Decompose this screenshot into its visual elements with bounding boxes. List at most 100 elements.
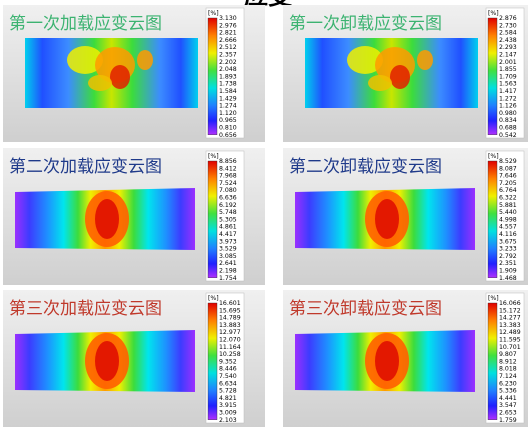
colorbar-label: 6.634 (219, 380, 237, 387)
colorbar-label: 2.001 (499, 59, 517, 66)
colorbar-label: 1.584 (219, 88, 237, 95)
colorbar-label: 14.277 (499, 315, 521, 322)
colorbar-label: 4.441 (499, 395, 517, 402)
colorbar-label: 4.417 (219, 231, 237, 238)
colorbar-label: 1.429 (219, 95, 237, 102)
contour-blob (375, 341, 399, 381)
colorbar-label: 8.529 (499, 158, 517, 165)
contour-blob (390, 65, 410, 89)
colorbar-label: 0.656 (219, 132, 237, 139)
colorbar (487, 17, 498, 136)
colorbar-label: 11.595 (499, 337, 521, 344)
colorbar-label: 6.764 (499, 187, 517, 194)
colorbar-label: 2.641 (219, 260, 237, 267)
colorbar-label: 5.748 (219, 209, 237, 216)
colorbar-label: 2.584 (499, 30, 517, 37)
colorbar-label: 8.912 (499, 358, 517, 365)
panel-title: 第一次加载应变云图 (9, 14, 162, 34)
contour-blob (67, 46, 103, 74)
colorbar-label: 1.709 (499, 73, 517, 80)
colorbar-label: 0.810 (219, 125, 237, 132)
colorbar-unit: [%] (488, 153, 499, 160)
colorbar-label: 4.557 (499, 224, 517, 231)
colorbar-label: 5.440 (499, 209, 517, 216)
colorbar-label: 6.230 (499, 380, 517, 387)
contour-blob (375, 199, 399, 239)
colorbar-label: 2.048 (219, 66, 237, 73)
colorbar-label: 0.965 (219, 117, 237, 124)
colorbar-label: 15.695 (219, 307, 241, 314)
contour-blob (417, 50, 433, 70)
panel-title: 第一次卸载应变云图 (289, 14, 442, 34)
colorbar-label: 7.646 (499, 173, 517, 180)
colorbar-label: 3.529 (219, 246, 237, 253)
colorbar-label: 1.893 (219, 73, 237, 80)
panel-title: 第三次卸载应变云图 (289, 299, 442, 319)
colorbar (207, 302, 218, 421)
colorbar-label: 2.666 (219, 37, 237, 44)
contour-blob (110, 65, 130, 89)
colorbar-label: 4.116 (499, 231, 517, 238)
colorbar-label: 2.876 (499, 15, 517, 22)
colorbar-label: 2.103 (219, 417, 237, 424)
colorbar-label: 4.821 (219, 395, 237, 402)
colorbar-label: 3.233 (499, 246, 517, 253)
colorbar-label: 1.417 (499, 88, 517, 95)
colorbar-label: 3.547 (499, 402, 517, 409)
colorbar-label: 7.968 (219, 173, 237, 180)
colorbar-label: 6.322 (499, 195, 517, 202)
contour-blob (368, 75, 392, 91)
colorbar-label: 3.130 (219, 15, 237, 22)
colorbar-label: 8.446 (219, 366, 237, 373)
colorbar-label: 4.861 (219, 224, 237, 231)
colorbar-label: 0.980 (499, 110, 517, 117)
colorbar-label: 12.977 (219, 329, 241, 336)
colorbar-unit: [%] (208, 295, 219, 302)
colorbar-label: 6.192 (219, 202, 237, 209)
colorbar-label: 15.172 (499, 307, 521, 314)
colorbar-label: 1.272 (499, 95, 517, 102)
colorbar-label: 1.909 (499, 268, 517, 275)
colorbar-label: 4.998 (499, 216, 517, 223)
colorbar-label: 3.973 (219, 238, 237, 245)
contour-blob (137, 50, 153, 70)
colorbar-label: 1.754 (219, 275, 237, 282)
colorbar-label: 0.834 (499, 117, 517, 124)
colorbar (487, 302, 498, 421)
colorbar-label: 2.792 (499, 253, 517, 260)
colorbar-label: 8.087 (499, 165, 517, 172)
colorbar-label: 6.636 (219, 195, 237, 202)
colorbar-label: 3.915 (219, 402, 237, 409)
colorbar-label: 2.821 (219, 30, 237, 37)
colorbar-label: 3.675 (499, 238, 517, 245)
colorbar-label: 1.738 (219, 81, 237, 88)
colorbar-label: 2.438 (499, 37, 517, 44)
contour-blob (95, 341, 119, 381)
colorbar-label: 1.563 (499, 81, 517, 88)
colorbar-label: 10.258 (219, 351, 241, 358)
colorbar-label: 5.728 (219, 388, 237, 395)
colorbar-label: 2.512 (219, 44, 237, 51)
colorbar-label: 3.085 (219, 253, 237, 260)
colorbar-label: 1.126 (499, 103, 517, 110)
colorbar (207, 160, 218, 279)
colorbar-label: 1.855 (499, 66, 517, 73)
colorbar-label: 8.856 (219, 158, 237, 165)
colorbar-unit: [%] (208, 10, 219, 17)
colorbar-label: 16.601 (219, 300, 241, 307)
contour-blob (95, 199, 119, 239)
colorbar-label: 1.759 (499, 417, 517, 424)
colorbar-label: 2.293 (499, 44, 517, 51)
colorbar-label: 2.198 (219, 268, 237, 275)
colorbar-label: 5.305 (219, 216, 237, 223)
colorbar-label: 1.120 (219, 110, 237, 117)
colorbar-label: 0.542 (499, 132, 517, 139)
panel-title: 第三次加载应变云图 (9, 299, 162, 319)
colorbar-label: 7.540 (219, 373, 237, 380)
colorbar-label: 9.807 (499, 351, 517, 358)
colorbar-label: 5.881 (499, 202, 517, 209)
colorbar (207, 17, 218, 136)
colorbar-label: 5.336 (499, 388, 517, 395)
colorbar-label: 7.124 (499, 373, 517, 380)
